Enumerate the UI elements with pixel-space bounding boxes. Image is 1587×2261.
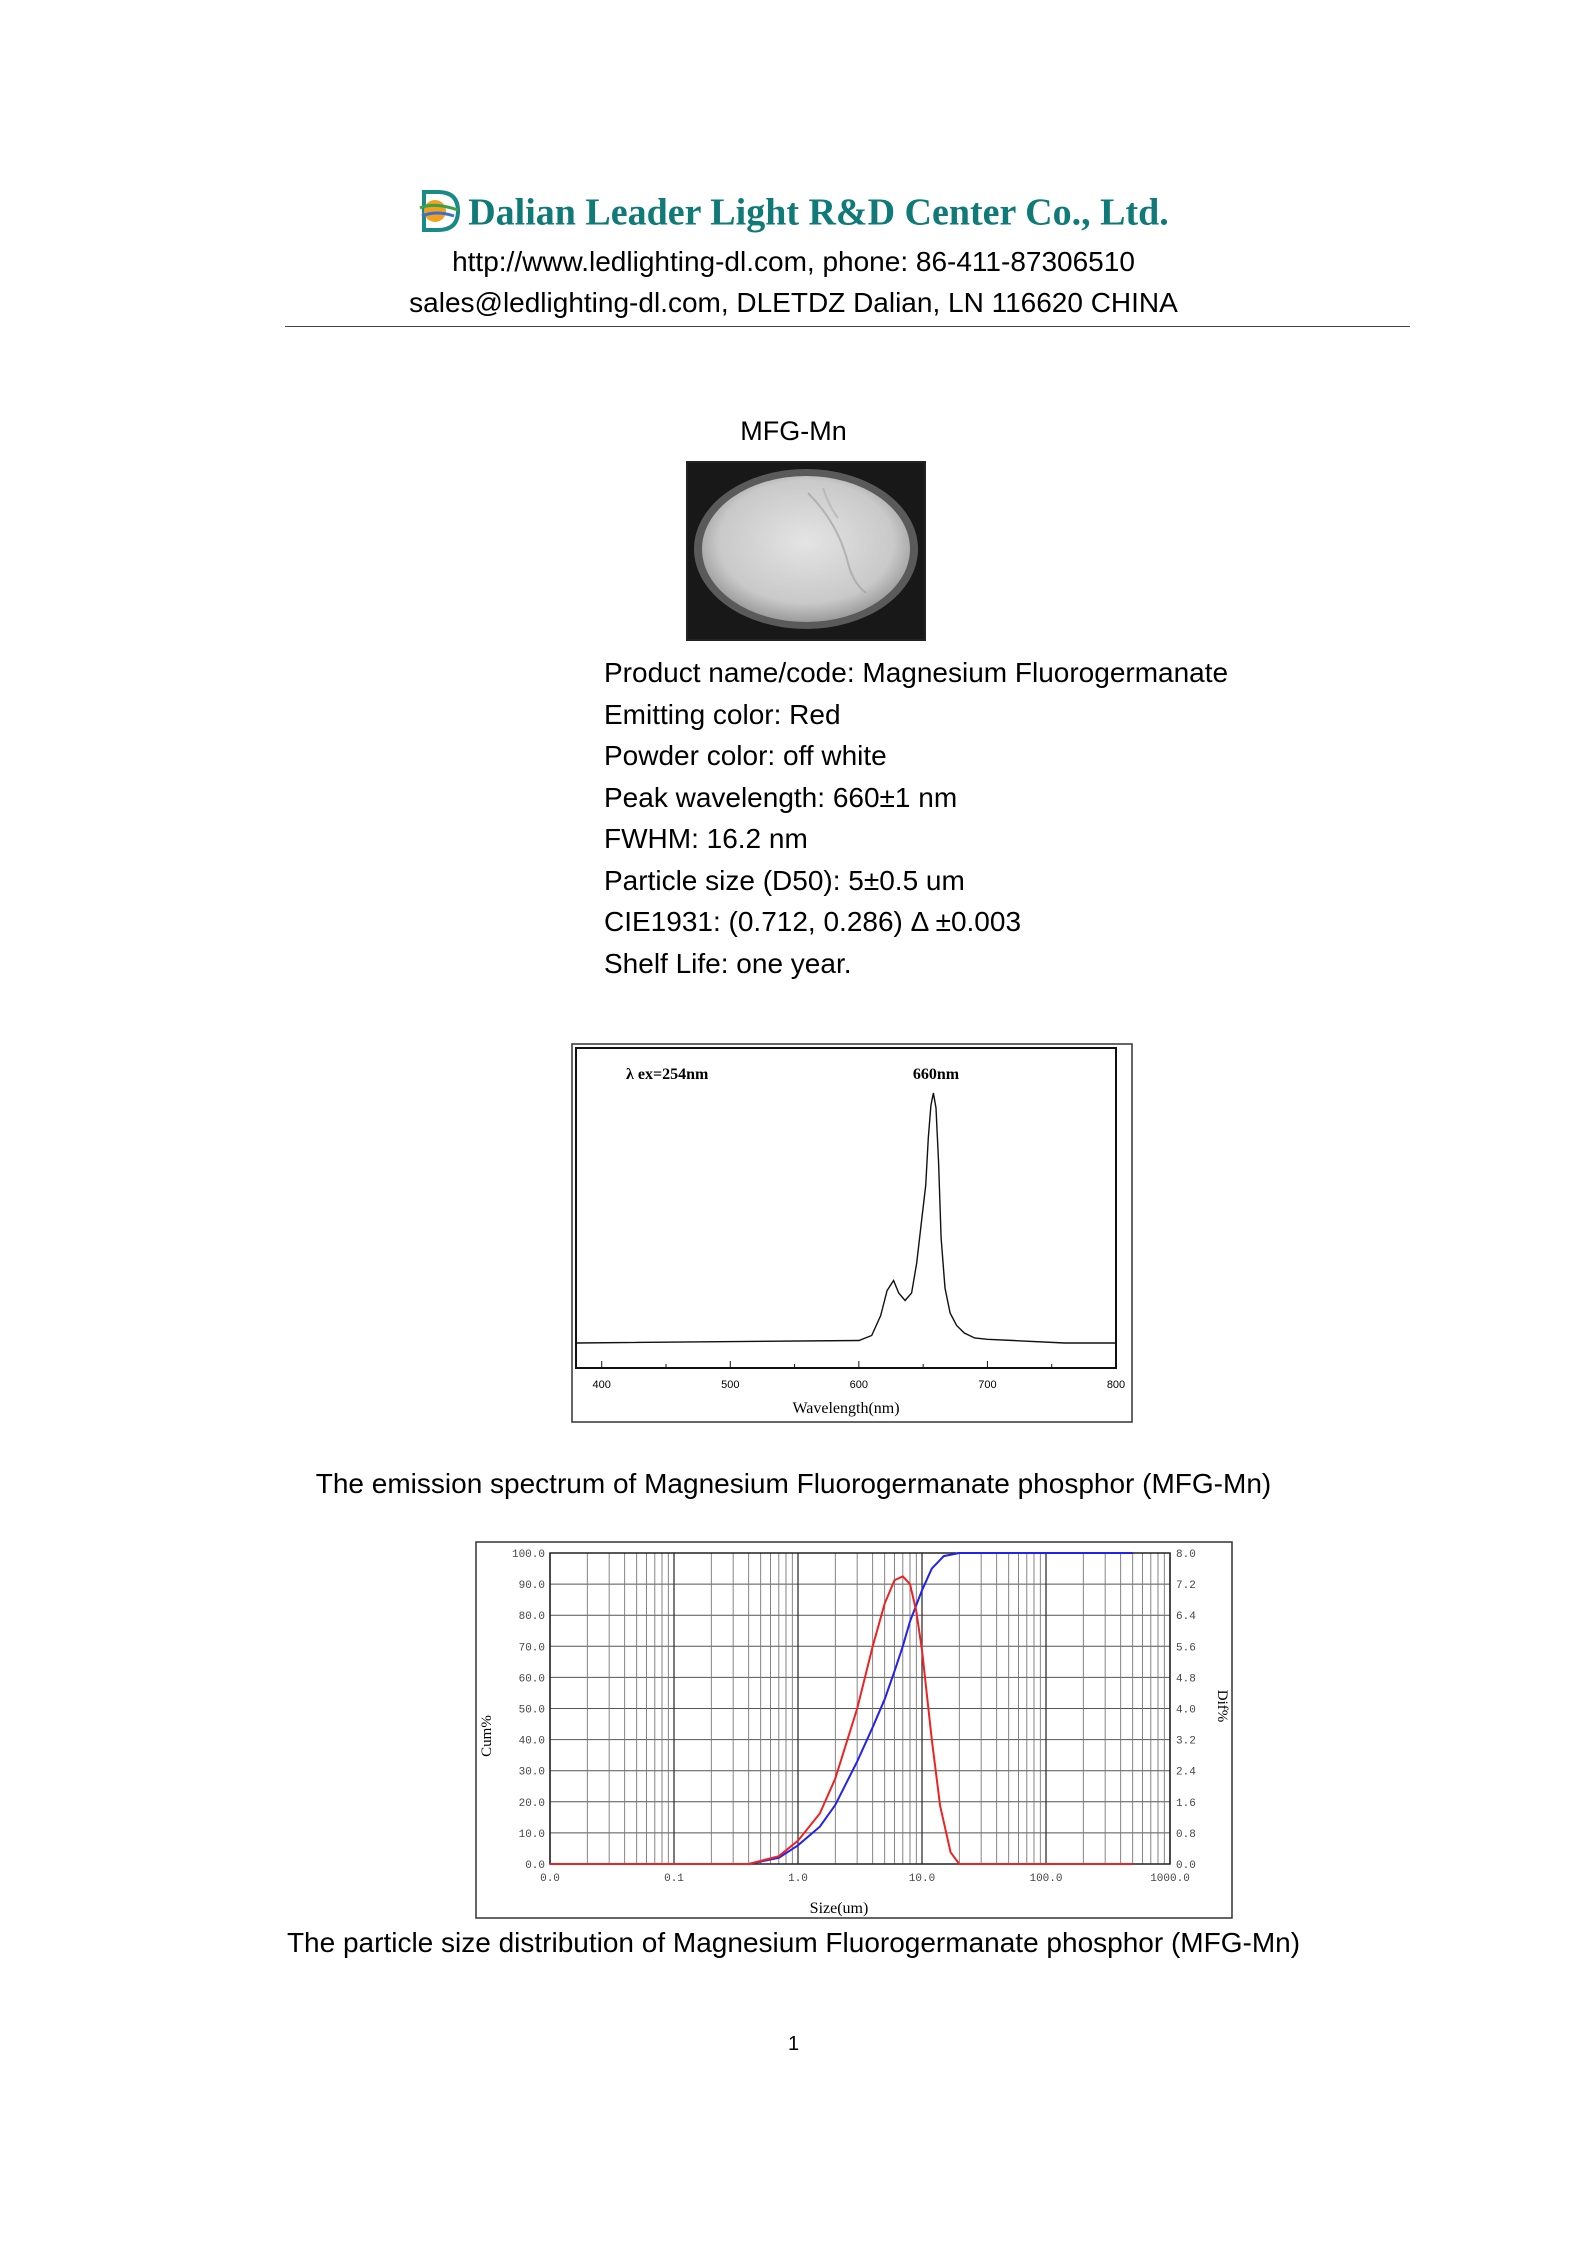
peak-annotation: 660nm (913, 1066, 960, 1083)
spec-item: Particle size (D50): 5±0.5 um (604, 864, 965, 896)
right-y-tick-label: 3.2 (1176, 1736, 1196, 1748)
left-y-tick-label: 40.0 (519, 1736, 545, 1748)
left-y-tick-label: 80.0 (519, 1611, 545, 1623)
right-y-tick-label: 5.6 (1176, 1642, 1196, 1654)
x-tick-label: 100.0 (1029, 1873, 1062, 1885)
emission-spectrum-chart: λ ex=254nm 660nm 400 500 600 700 800 Wavelen… (571, 1043, 1133, 1423)
plot-frame (549, 1552, 1171, 1865)
x-tick-label: 10.0 (909, 1873, 935, 1885)
spec-list: Product name/code: Magnesium Fluorogerma… (604, 652, 1228, 984)
left-y-tick-label: 100.0 (512, 1549, 545, 1561)
left-y-tick-label: 60.0 (519, 1673, 545, 1685)
excitation-annotation: λ ex=254nm (626, 1066, 709, 1083)
right-y-tick-label: 4.0 (1176, 1705, 1196, 1717)
company-title: Dalian Leader Light R&D Center Co., Ltd. (468, 191, 1169, 234)
contact-line-1: http://www.ledlighting-dl.com, phone: 86… (452, 246, 1135, 277)
right-y-tick-label: 0.8 (1176, 1829, 1196, 1841)
right-y-tick-label: 4.8 (1176, 1673, 1196, 1685)
company-name: Dalian Leader Light R&D Center Co., Ltd. (0, 186, 1587, 246)
x-tick-label: 400 (593, 1379, 611, 1391)
x-tick-label: 800 (1107, 1379, 1125, 1391)
chart-outer-frame (571, 1043, 1133, 1423)
right-y-tick-label: 0.0 (1176, 1860, 1196, 1872)
header-divider (285, 326, 1410, 327)
page-number: 1 (787, 2033, 800, 2055)
emission-caption: The emission spectrum of Magnesium Fluor… (315, 1468, 1272, 1499)
left-y-tick-label: 30.0 (519, 1767, 545, 1779)
x-tick-label: 0.0 (540, 1873, 560, 1885)
cumulative-series-line (550, 1552, 1133, 1865)
right-y-tick-label: 1.6 (1176, 1798, 1196, 1810)
powder-photo (686, 461, 926, 641)
emission-series-line (575, 1092, 1116, 1344)
left-y-tick-label: 20.0 (519, 1798, 545, 1810)
x-tick-label: 0.1 (664, 1873, 684, 1885)
right-y-axis-label: Dif% (1214, 1690, 1230, 1723)
x-tick-label: 600 (850, 1379, 868, 1391)
left-y-tick-label: 0.0 (525, 1860, 545, 1872)
left-y-tick-label: 70.0 (519, 1642, 545, 1654)
particle-size-chart: 0.0 10.0 20.0 30.0 40.0 50.0 60.0 70.0 80.0 90.0 1… (475, 1541, 1233, 1919)
spec-item: Emitting color: Red (604, 698, 841, 730)
chart-outer-frame (475, 1541, 1233, 1919)
right-y-tick-label: 2.4 (1176, 1767, 1196, 1779)
size-distribution-caption: The particle size distribution of Magnes… (286, 1927, 1301, 1958)
left-y-tick-label: 50.0 (519, 1705, 545, 1717)
right-y-tick-label: 7.2 (1176, 1580, 1196, 1592)
spec-item: Product name/code: Magnesium Fluorogerma… (604, 657, 1229, 688)
spec-item: Powder color: off white (604, 740, 887, 771)
product-code: MFG-Mn (740, 416, 847, 446)
x-axis-label: Size(um) (810, 1900, 869, 1917)
spec-item: FWHM: 16.2 nm (604, 823, 808, 854)
spec-item: Peak wavelength: 660±1 nm (604, 781, 958, 813)
spec-item: Shelf Life: one year. (604, 947, 852, 979)
x-axis-label: Wavelength(nm) (792, 1400, 899, 1417)
x-tick-label: 500 (721, 1379, 739, 1391)
left-y-tick-label: 90.0 (519, 1580, 545, 1592)
left-y-axis-label: Cum% (479, 1715, 495, 1757)
company-logo-icon (418, 186, 464, 246)
x-tick-label: 1.0 (788, 1873, 808, 1885)
differential-series-line (550, 1575, 1133, 1865)
x-tick-label: 1000.0 (1150, 1873, 1190, 1885)
left-y-tick-label: 10.0 (519, 1829, 545, 1841)
x-tick-label: 700 (978, 1379, 996, 1391)
contact-line-2: sales@ledlighting-dl.com, DLETDZ Dalian,… (409, 287, 1178, 318)
right-y-tick-label: 6.4 (1176, 1611, 1196, 1623)
spec-item: CIE1931: (0.712, 0.286) Δ ±0.003 (604, 906, 1022, 937)
right-y-tick-label: 8.0 (1176, 1549, 1196, 1561)
